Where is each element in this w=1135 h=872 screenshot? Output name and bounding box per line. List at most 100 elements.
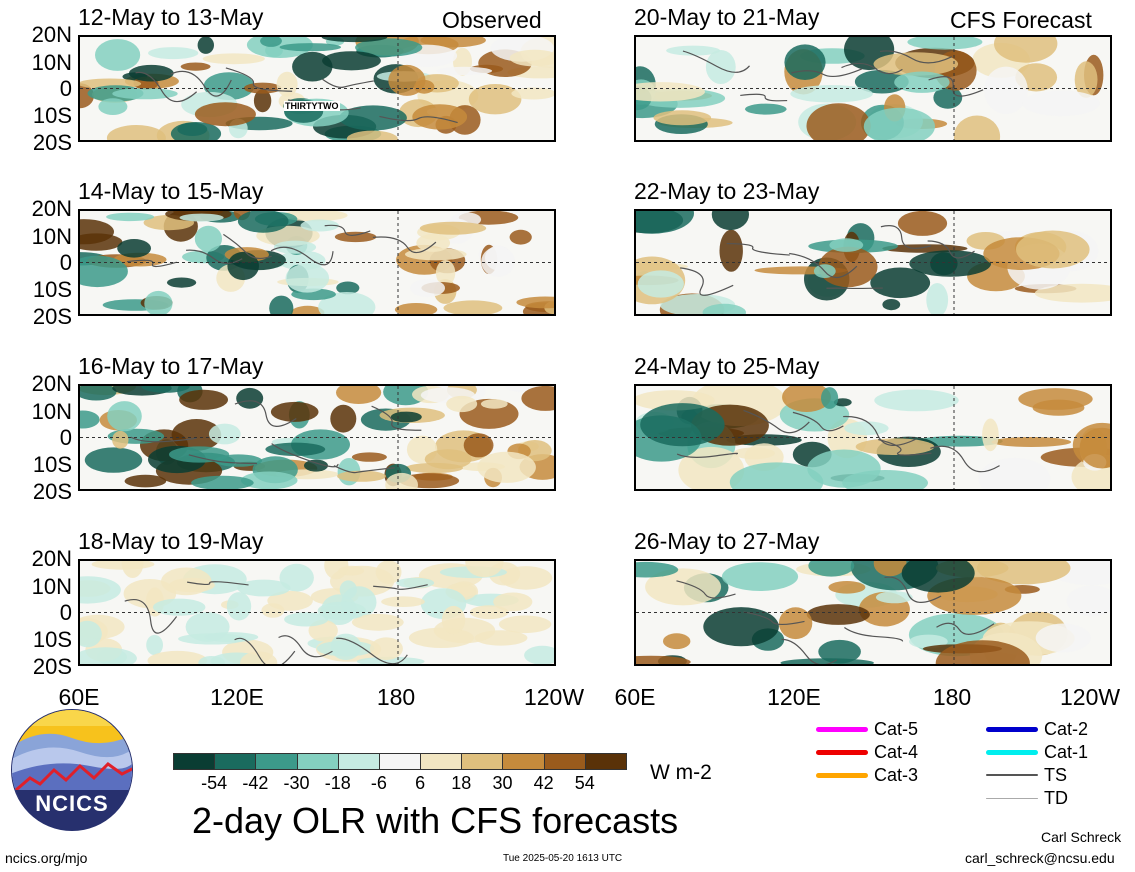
storm-legend-line [986, 774, 1038, 776]
olr-anomaly-blob [994, 37, 1058, 63]
olr-anomaly-blob [292, 51, 333, 82]
olr-anomaly-blob [498, 615, 552, 634]
olr-anomaly-blob [870, 267, 931, 299]
olr-anomaly-blob [236, 387, 264, 409]
coastline [884, 576, 942, 603]
olr-anomaly-blob [80, 410, 100, 429]
olr-anomaly-blob [180, 62, 211, 71]
author: Carl Schreck [1041, 829, 1122, 845]
olr-anomaly-blob [874, 389, 959, 412]
colorbar-tick-label: 6 [415, 773, 426, 793]
coastline [676, 580, 736, 599]
colorbar-swatch [214, 753, 257, 770]
storm-legend-line [986, 749, 1038, 755]
olr-anomaly-blob [424, 449, 472, 470]
olr-anomaly-blob [317, 601, 367, 621]
olr-anomaly-blob [663, 633, 691, 650]
olr-anomaly-blob [204, 632, 259, 643]
olr-anomaly-blob [351, 452, 387, 462]
olr-anomaly-blob [260, 37, 282, 47]
colorbar-tick-label: 42 [533, 773, 554, 793]
olr-anomaly-blob [394, 303, 438, 314]
coastline [676, 452, 738, 458]
olr-anomaly-blob [265, 442, 326, 456]
olr-anomaly-blob [645, 568, 722, 606]
olr-anomaly-blob [169, 446, 230, 463]
coastline [928, 76, 984, 97]
olr-anomaly-blob [267, 590, 313, 611]
panel-title: 18-May to 19-May [78, 528, 264, 554]
olr-anomaly-blob [873, 561, 907, 577]
lat-label: 0 [59, 250, 72, 275]
olr-anomaly-blob [147, 650, 208, 664]
olr-anomaly-blob [279, 43, 341, 52]
olr-anomaly-blob [334, 231, 377, 243]
website-link[interactable]: ncics.org/mjo [5, 850, 88, 866]
olr-anomaly-blob [141, 386, 190, 393]
coastline [270, 246, 334, 266]
colorbar-tick-label: -54 [201, 773, 228, 793]
olr-anomaly-blob [463, 433, 494, 458]
author-email[interactable]: carl_schreck@ncsu.edu [965, 850, 1115, 866]
coastline [234, 400, 297, 427]
panel-title: 16-May to 17-May [78, 353, 264, 379]
storm-legend-label: Cat-4 [874, 742, 919, 762]
olr-anomaly-blob [202, 53, 265, 65]
olr-anomaly-blob [818, 639, 861, 664]
olr-anomaly-blob [702, 303, 746, 314]
olr-anomaly-blob [875, 591, 913, 604]
olr-anomaly-blob [1066, 585, 1110, 617]
olr-anomaly-blob [637, 270, 684, 298]
olr-anomaly-blob [290, 305, 325, 314]
olr-map-panel [78, 559, 556, 666]
olr-anomaly-blob [197, 37, 214, 54]
coastline [841, 62, 903, 75]
olr-anomaly-blob [285, 263, 330, 293]
coastline [781, 638, 838, 664]
olr-map-panel [634, 384, 1112, 491]
coastline [844, 627, 904, 642]
coastline [372, 236, 437, 254]
olr-anomaly-blob [412, 104, 468, 130]
olr-anomaly-blob [112, 430, 129, 449]
coastline [225, 67, 293, 92]
olr-anomaly-blob [829, 238, 864, 252]
olr-map-panel [634, 559, 1112, 666]
olr-anomaly-blob [414, 79, 435, 94]
olr-anomaly-blob [208, 423, 241, 445]
olr-anomaly-blob [917, 435, 1003, 447]
colorbar-tick-label: 54 [574, 773, 595, 793]
storm-legend-label: Cat-2 [1044, 719, 1089, 739]
lat-label: 10N [31, 50, 72, 75]
olr-anomaly-blob [322, 51, 381, 71]
olr-anomaly-blob [346, 130, 398, 140]
olr-anomaly-blob [420, 37, 486, 48]
olr-anomaly-blob [806, 103, 871, 140]
logo-text: NCICS [35, 791, 108, 816]
olr-anomaly-blob [324, 561, 349, 580]
coastline [336, 637, 408, 664]
lat-label: 0 [59, 600, 72, 625]
olr-anomaly-blob [80, 83, 94, 109]
olr-anomaly-blob [705, 50, 736, 84]
olr-anomaly-blob [336, 386, 382, 404]
storm-legend-line [986, 726, 1038, 732]
coastline [879, 50, 953, 64]
olr-anomaly-blob [784, 44, 826, 80]
olr-anomaly-blob [493, 592, 533, 612]
olr-anomaly-blob [703, 607, 779, 647]
colorbar-tick-label: -6 [370, 773, 387, 793]
olr-anomaly-blob [909, 250, 992, 277]
coastline [371, 405, 422, 431]
olr-anomaly-blob [356, 656, 425, 664]
olr-anomaly-blob [269, 295, 294, 314]
olr-anomaly-blob [240, 471, 298, 489]
olr-anomaly-blob [146, 634, 163, 656]
olr-anomaly-blob [405, 248, 467, 261]
coastline [124, 598, 178, 634]
coastline [878, 438, 932, 456]
olr-anomaly-blob [117, 239, 151, 258]
olr-anomaly-blob [1016, 230, 1090, 269]
olr-anomaly-blob [953, 115, 1001, 140]
olr-anomaly-blob [808, 561, 855, 577]
